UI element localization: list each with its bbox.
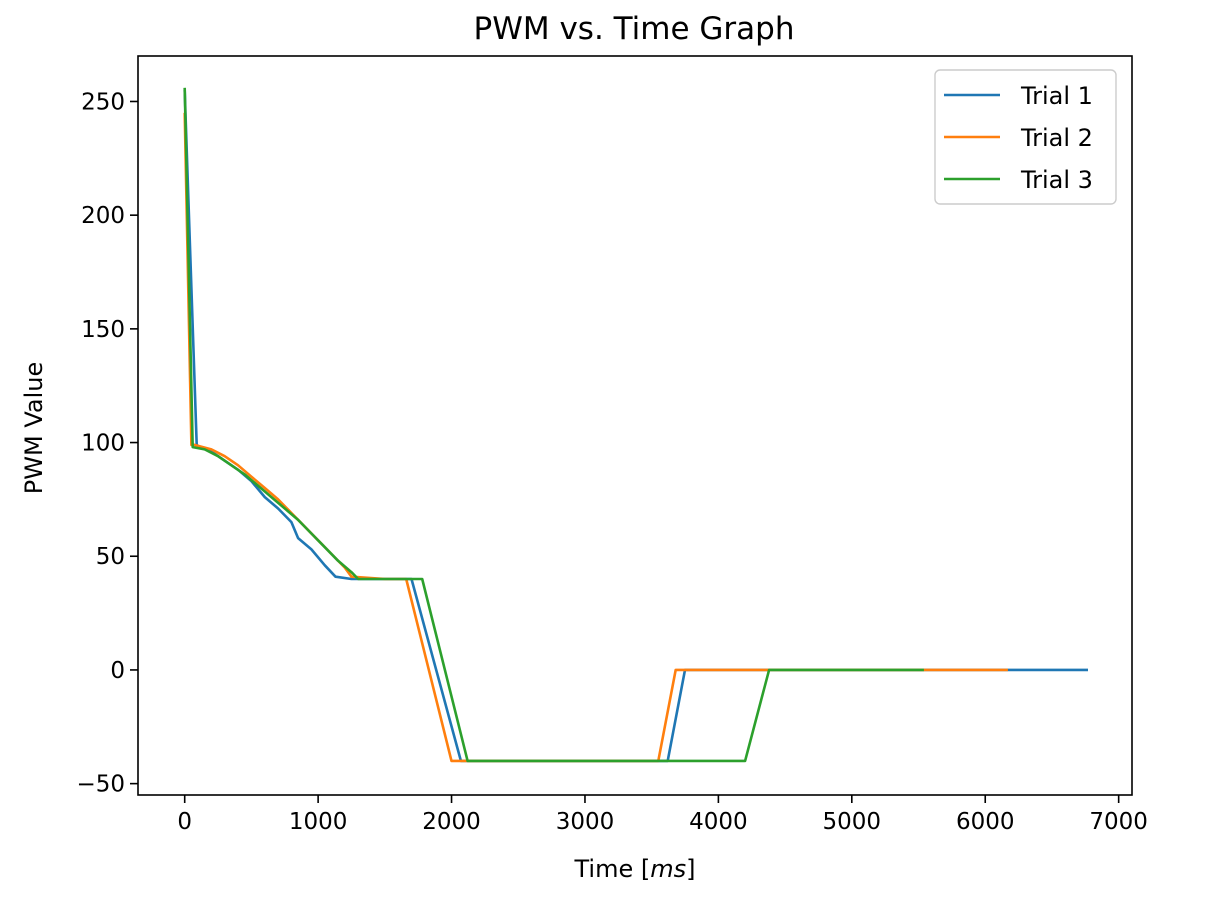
series-line-trial-2 [183,112,1008,763]
legend-items: Trial 1 Trial 2 Trial 3 [944,82,1093,194]
y-tick-label: 50 [96,544,125,570]
plot-lines [183,87,1088,763]
axes-frame [137,55,1133,796]
x-tick-label: 1000 [289,809,348,835]
chart-title: PWM vs. Time Graph [474,11,795,47]
x-tick-label: 5000 [823,809,882,835]
x-axis-label: Time [ms] [574,855,696,883]
legend: Trial 1 Trial 2 Trial 3 [934,69,1117,205]
legend-box [934,69,1117,205]
y-tick-label: 150 [81,317,125,343]
x-axis-ticks: 0 1000 2000 3000 4000 5000 6000 7000 [177,795,1148,835]
legend-label-trial-3: Trial 3 [1020,166,1093,194]
legend-label-trial-1: Trial 1 [1020,82,1093,110]
x-axis-label-suffix: ] [686,855,695,883]
x-tick-label: 6000 [956,809,1015,835]
x-tick-label: 2000 [422,809,481,835]
x-tick-label: 3000 [556,809,615,835]
y-axis-ticks: −50 0 50 100 150 200 250 [76,89,138,798]
y-tick-label: 100 [81,431,125,457]
x-tick-label: 4000 [689,809,748,835]
legend-label-trial-2: Trial 2 [1020,124,1093,152]
y-tick-label: 250 [81,89,125,115]
y-tick-label: −50 [76,772,125,798]
x-axis-label-prefix: Time [ [574,855,651,883]
x-tick-label: 7000 [1089,809,1148,835]
x-axis-label-unit: ms [650,855,686,883]
series-line-trial-3 [183,87,924,763]
y-axis-label: PWM Value [20,362,48,494]
x-tick-label: 0 [177,809,192,835]
y-tick-label: 200 [81,203,125,229]
y-tick-label: 0 [110,658,125,684]
